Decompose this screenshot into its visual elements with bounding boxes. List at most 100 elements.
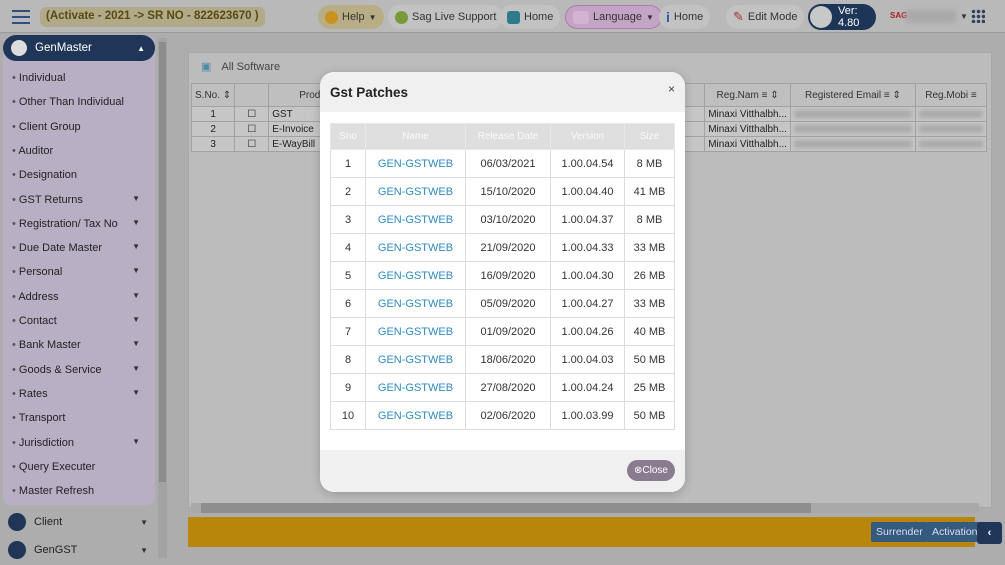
edit-mode-button[interactable]: ✎ Edit Mode: [726, 5, 805, 29]
patch-link[interactable]: GEN-GSTWEB: [365, 317, 466, 346]
cell: 10: [330, 401, 366, 430]
col-registered-email[interactable]: Registered Email ≡ ⇕: [789, 83, 916, 107]
cell: 26 MB: [624, 261, 675, 290]
sidebar-item-gengst[interactable]: GenGST ▼: [8, 541, 148, 559]
software-icon: ▣: [201, 61, 212, 73]
sidebar-item[interactable]: Registration/ Tax No▼: [12, 218, 140, 230]
patch-link[interactable]: GEN-GSTWEB: [365, 373, 466, 402]
sidebar-item[interactable]: Contact▼: [12, 315, 140, 327]
cell: 1.00.04.26: [550, 317, 625, 346]
home-info-button[interactable]: i Home: [659, 5, 711, 29]
patch-link[interactable]: GEN-GSTWEB: [365, 205, 466, 234]
surrender-button[interactable]: Surrender: [871, 522, 928, 542]
support-icon: [395, 10, 408, 24]
tag-icon: [507, 10, 520, 24]
user-caret-icon[interactable]: ▼: [960, 12, 968, 21]
table-row: 5 GEN-GSTWEB 16/09/2020 1.00.04.30 26 MB: [330, 261, 675, 290]
sidebar-item[interactable]: Client Group: [12, 121, 140, 133]
patch-link[interactable]: GEN-GSTWEB: [365, 401, 466, 430]
patch-link[interactable]: GEN-GSTWEB: [365, 289, 466, 318]
sidebar-item[interactable]: Jurisdiction▼: [12, 437, 140, 449]
patch-link[interactable]: GEN-GSTWEB: [365, 177, 466, 206]
sidebar-item[interactable]: Address▼: [12, 291, 140, 303]
help-button[interactable]: Help ▼: [318, 5, 384, 29]
table-row: 2 GEN-GSTWEB 15/10/2020 1.00.04.40 41 MB: [330, 177, 675, 206]
sidebar-item[interactable]: Rates▼: [12, 388, 140, 400]
row-checkbox[interactable]: ☐: [234, 121, 270, 137]
col-sno[interactable]: S.No. ⇕: [190, 83, 236, 107]
patch-link[interactable]: GEN-GSTWEB: [365, 233, 466, 262]
sidebar-scrollbar[interactable]: [158, 38, 167, 558]
sidebar-item[interactable]: Due Date Master▼: [12, 242, 140, 254]
activation-status[interactable]: (Activate - 2021 -> SR NO - 822623670 ): [40, 7, 265, 27]
chevron-down-icon: ▼: [132, 363, 140, 373]
patch-link[interactable]: GEN-GSTWEB: [365, 149, 466, 178]
patches-table: Sno Name Release Date Version Size 1 GEN-…: [330, 123, 675, 430]
cell: 05/09/2020: [465, 289, 551, 318]
brand-logo: SAG: [890, 11, 908, 20]
col-release-date: Release Date: [465, 123, 551, 150]
patch-link[interactable]: GEN-GSTWEB: [365, 261, 466, 290]
cell: 1.00.04.37: [550, 205, 625, 234]
reg-mobile: [914, 121, 988, 137]
sidebar-item[interactable]: Master Refresh: [12, 485, 140, 497]
cell: 5: [330, 261, 366, 290]
chevron-down-icon: ▼: [132, 290, 140, 300]
sidebar-item[interactable]: Designation: [12, 169, 140, 181]
cell: 02/06/2020: [465, 401, 551, 430]
cell: 7: [330, 317, 366, 346]
cell: 9: [330, 373, 366, 402]
sidebar-genmaster-header[interactable]: GenMaster ▲: [3, 35, 155, 61]
sidebar-item-client[interactable]: Client ▼: [8, 513, 148, 531]
cell: 03/10/2020: [465, 205, 551, 234]
live-support-button[interactable]: Sag Live Support: [388, 5, 504, 29]
language-dropdown[interactable]: Language ▼: [565, 5, 662, 29]
reg-mobile: [914, 106, 988, 122]
sidebar-item[interactable]: Individual: [12, 72, 140, 84]
sidebar-item[interactable]: Goods & Service▼: [12, 364, 140, 376]
sidebar-item[interactable]: Other Than Individual: [12, 96, 140, 108]
info-icon: i: [666, 9, 670, 25]
sidebar-item[interactable]: Query Executer: [12, 461, 140, 473]
col-name: Name: [365, 123, 466, 150]
table-row: 4 GEN-GSTWEB 21/09/2020 1.00.04.33 33 MB: [330, 233, 675, 262]
table-row: 1 GEN-GSTWEB 06/03/2021 1.00.04.54 8 MB: [330, 149, 675, 178]
apps-grid-icon[interactable]: [971, 9, 985, 23]
sidebar-item[interactable]: GST Returns▼: [12, 194, 140, 206]
row-checkbox[interactable]: ☐: [234, 136, 270, 152]
close-button[interactable]: ⊗Close: [627, 460, 675, 481]
sidebar-item[interactable]: Transport: [12, 412, 140, 424]
cell: 1.00.04.40: [550, 177, 625, 206]
genmaster-icon: [11, 40, 27, 56]
activation-button[interactable]: Activation: [927, 522, 983, 542]
version-toggle[interactable]: Ver: 4.80: [808, 4, 876, 30]
col-reg-name[interactable]: Reg.Nam ≡ ⇕: [704, 83, 791, 107]
cell: 18/06/2020: [465, 345, 551, 374]
cell: 15/10/2020: [465, 177, 551, 206]
cell: 50 MB: [624, 345, 675, 374]
menu-icon[interactable]: [12, 10, 30, 24]
user-name[interactable]: [906, 10, 956, 23]
sidebar-item[interactable]: Personal▼: [12, 266, 140, 278]
panel-title: All Software: [221, 60, 281, 73]
sidebar-item[interactable]: Auditor: [12, 145, 140, 157]
col-size: Size: [624, 123, 675, 150]
gst-patches-modal: Gst Patches × Sno Name Release Date Vers…: [320, 72, 685, 492]
cell: 06/03/2021: [465, 149, 551, 178]
language-icon: [573, 10, 589, 24]
cell: 6: [330, 289, 366, 318]
horizontal-scrollbar[interactable]: [191, 503, 979, 513]
registered-email: [789, 136, 916, 152]
collapse-chevron-icon[interactable]: ‹: [977, 522, 1002, 544]
home-button[interactable]: Home: [500, 5, 561, 29]
table-row: 3 GEN-GSTWEB 03/10/2020 1.00.04.37 8 MB: [330, 205, 675, 234]
table-row: 7 GEN-GSTWEB 01/09/2020 1.00.04.26 40 MB: [330, 317, 675, 346]
row-checkbox[interactable]: ☐: [234, 106, 270, 122]
sidebar-item[interactable]: Bank Master▼: [12, 339, 140, 351]
chevron-down-icon: ▼: [132, 266, 140, 276]
patch-link[interactable]: GEN-GSTWEB: [365, 345, 466, 374]
col-reg-mobile[interactable]: Reg.Mobi ≡: [914, 83, 988, 107]
registered-email: [789, 106, 916, 122]
chevron-down-icon: ▼: [132, 436, 140, 446]
modal-close-icon[interactable]: ×: [667, 82, 675, 96]
